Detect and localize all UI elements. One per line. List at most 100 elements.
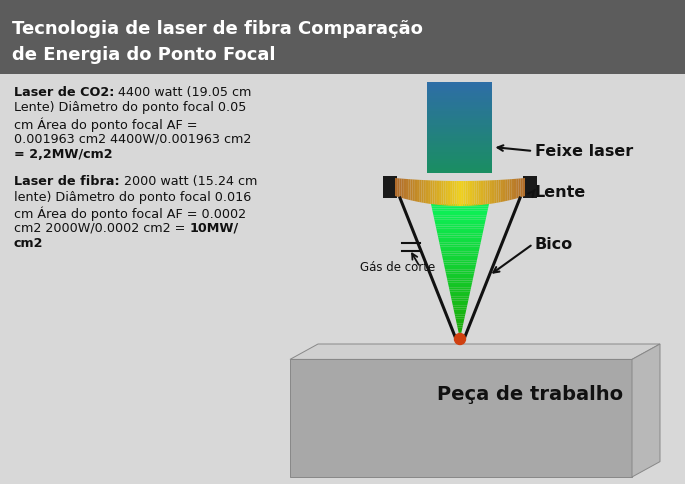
Polygon shape — [632, 344, 660, 477]
Polygon shape — [452, 303, 468, 305]
Polygon shape — [438, 241, 482, 243]
Text: Bico: Bico — [535, 237, 573, 252]
Bar — [427, 152, 493, 155]
Polygon shape — [459, 335, 461, 337]
Polygon shape — [447, 279, 473, 281]
Polygon shape — [443, 258, 477, 261]
Text: cm Área do ponto focal AF =: cm Área do ponto focal AF = — [14, 117, 197, 131]
Bar — [427, 107, 493, 110]
Polygon shape — [438, 236, 482, 238]
Polygon shape — [519, 179, 521, 198]
Circle shape — [455, 334, 466, 345]
Polygon shape — [440, 247, 479, 249]
Polygon shape — [435, 181, 437, 205]
Bar — [427, 83, 493, 86]
Polygon shape — [463, 182, 466, 207]
Polygon shape — [412, 180, 415, 202]
Polygon shape — [450, 292, 470, 294]
Polygon shape — [434, 218, 486, 220]
Polygon shape — [450, 182, 452, 207]
Polygon shape — [516, 179, 519, 199]
Polygon shape — [505, 180, 508, 202]
Polygon shape — [455, 317, 465, 319]
Polygon shape — [445, 268, 475, 270]
Polygon shape — [445, 272, 475, 274]
Polygon shape — [395, 179, 397, 197]
Polygon shape — [444, 263, 477, 265]
Bar — [427, 146, 493, 149]
Polygon shape — [426, 181, 428, 204]
Text: cm2 2000W/0.0002 cm2 =: cm2 2000W/0.0002 cm2 = — [14, 222, 189, 235]
Text: Feixe laser: Feixe laser — [535, 144, 633, 159]
Polygon shape — [397, 179, 399, 198]
Polygon shape — [497, 181, 499, 203]
Bar — [427, 112, 493, 115]
Polygon shape — [448, 283, 472, 286]
Polygon shape — [459, 182, 461, 207]
Polygon shape — [431, 205, 489, 207]
Polygon shape — [449, 286, 471, 287]
Bar — [427, 135, 493, 137]
Polygon shape — [458, 333, 462, 335]
Bar — [427, 85, 493, 88]
Bar — [427, 168, 493, 171]
Polygon shape — [434, 216, 486, 218]
Polygon shape — [432, 209, 488, 212]
Polygon shape — [450, 294, 470, 297]
Polygon shape — [408, 180, 410, 201]
Polygon shape — [437, 231, 483, 234]
Bar — [427, 94, 493, 97]
Polygon shape — [449, 290, 471, 292]
Polygon shape — [503, 180, 505, 202]
Bar — [427, 132, 493, 135]
Text: cm2: cm2 — [14, 237, 44, 250]
Bar — [427, 119, 493, 121]
Polygon shape — [415, 180, 417, 202]
Text: 4400 watt (19.05 cm: 4400 watt (19.05 cm — [114, 86, 252, 99]
Text: Tecnologia de laser de fibra Comparação: Tecnologia de laser de fibra Comparação — [12, 20, 423, 38]
Polygon shape — [430, 181, 432, 205]
Polygon shape — [490, 181, 492, 204]
Polygon shape — [470, 182, 472, 206]
Polygon shape — [446, 274, 474, 276]
Polygon shape — [452, 182, 454, 207]
Polygon shape — [440, 249, 479, 252]
Polygon shape — [453, 305, 467, 308]
Bar — [427, 170, 493, 173]
Bar — [0, 0, 685, 75]
Polygon shape — [481, 181, 483, 206]
Polygon shape — [440, 245, 480, 247]
Text: 0.001963 cm2 4400W/0.001963 cm2: 0.001963 cm2 4400W/0.001963 cm2 — [14, 132, 251, 145]
Bar — [427, 128, 493, 131]
Polygon shape — [514, 180, 516, 200]
Bar — [427, 155, 493, 157]
Bar — [427, 130, 493, 133]
Bar — [383, 177, 397, 198]
Polygon shape — [452, 301, 469, 303]
Bar — [427, 123, 493, 126]
Polygon shape — [499, 181, 501, 203]
Polygon shape — [472, 182, 474, 206]
Bar — [427, 114, 493, 117]
Polygon shape — [454, 182, 457, 207]
Bar — [427, 90, 493, 92]
Polygon shape — [492, 181, 494, 204]
Bar — [427, 159, 493, 162]
Bar — [427, 125, 493, 128]
Polygon shape — [486, 181, 488, 205]
Polygon shape — [437, 234, 483, 236]
Bar — [427, 96, 493, 99]
Polygon shape — [432, 212, 488, 213]
Text: cm Área do ponto focal AF = 0.0002: cm Área do ponto focal AF = 0.0002 — [14, 206, 246, 221]
Bar — [427, 103, 493, 106]
Text: lente) Diâmetro do ponto focal 0.016: lente) Diâmetro do ponto focal 0.016 — [14, 191, 251, 204]
Polygon shape — [406, 180, 408, 200]
Polygon shape — [441, 252, 479, 254]
Polygon shape — [434, 220, 486, 223]
Polygon shape — [436, 229, 484, 231]
Polygon shape — [456, 319, 464, 321]
Polygon shape — [445, 270, 475, 272]
Polygon shape — [501, 181, 503, 203]
Bar — [427, 106, 493, 108]
Polygon shape — [432, 181, 435, 205]
